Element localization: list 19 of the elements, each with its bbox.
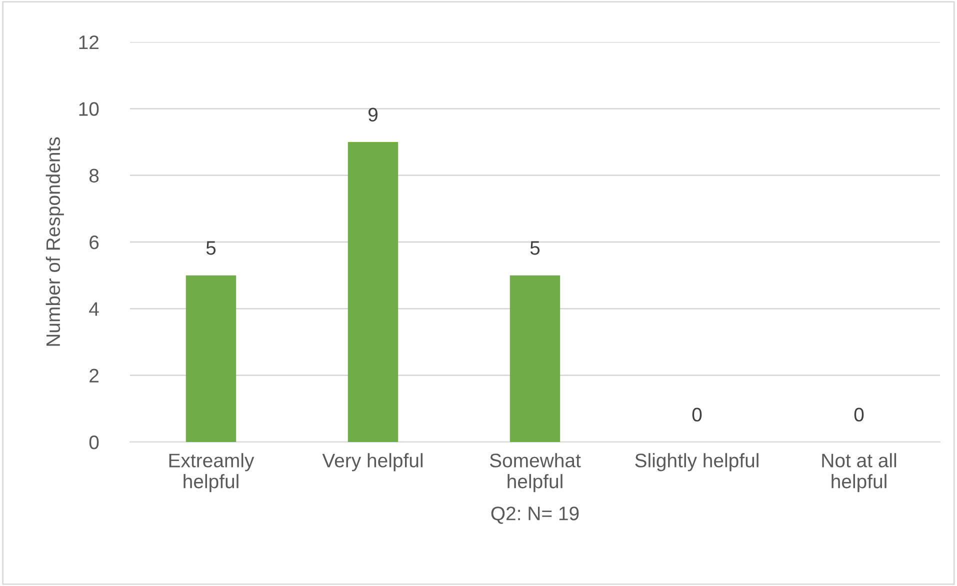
data-label: 5 xyxy=(206,241,216,255)
y-axis-title: Number of Respondents xyxy=(46,137,64,346)
y-tick-label: 10 xyxy=(79,102,99,116)
y-tick-label: 12 xyxy=(79,35,98,50)
x-tick-label: Not at all helpful xyxy=(822,453,896,492)
x-tick-label: Somewhat helpful xyxy=(490,453,581,492)
y-tick-label: 2 xyxy=(90,368,98,382)
y-tick-label: 6 xyxy=(90,235,99,250)
data-label: 0 xyxy=(854,408,864,422)
x-tick-label: Extreamly helpful xyxy=(169,453,254,492)
x-axis-title: Q2: N= 19 xyxy=(491,506,579,524)
x-tick-label: Very helpful xyxy=(322,453,423,472)
y-tick-label: 4 xyxy=(89,302,99,316)
y-tick-label: 0 xyxy=(89,435,99,450)
data-label: 9 xyxy=(368,108,378,122)
data-label: 5 xyxy=(530,241,540,255)
y-tick-label: 8 xyxy=(89,168,99,183)
data-label: 0 xyxy=(692,408,702,422)
x-tick-label: Slightly helpful xyxy=(635,453,758,472)
